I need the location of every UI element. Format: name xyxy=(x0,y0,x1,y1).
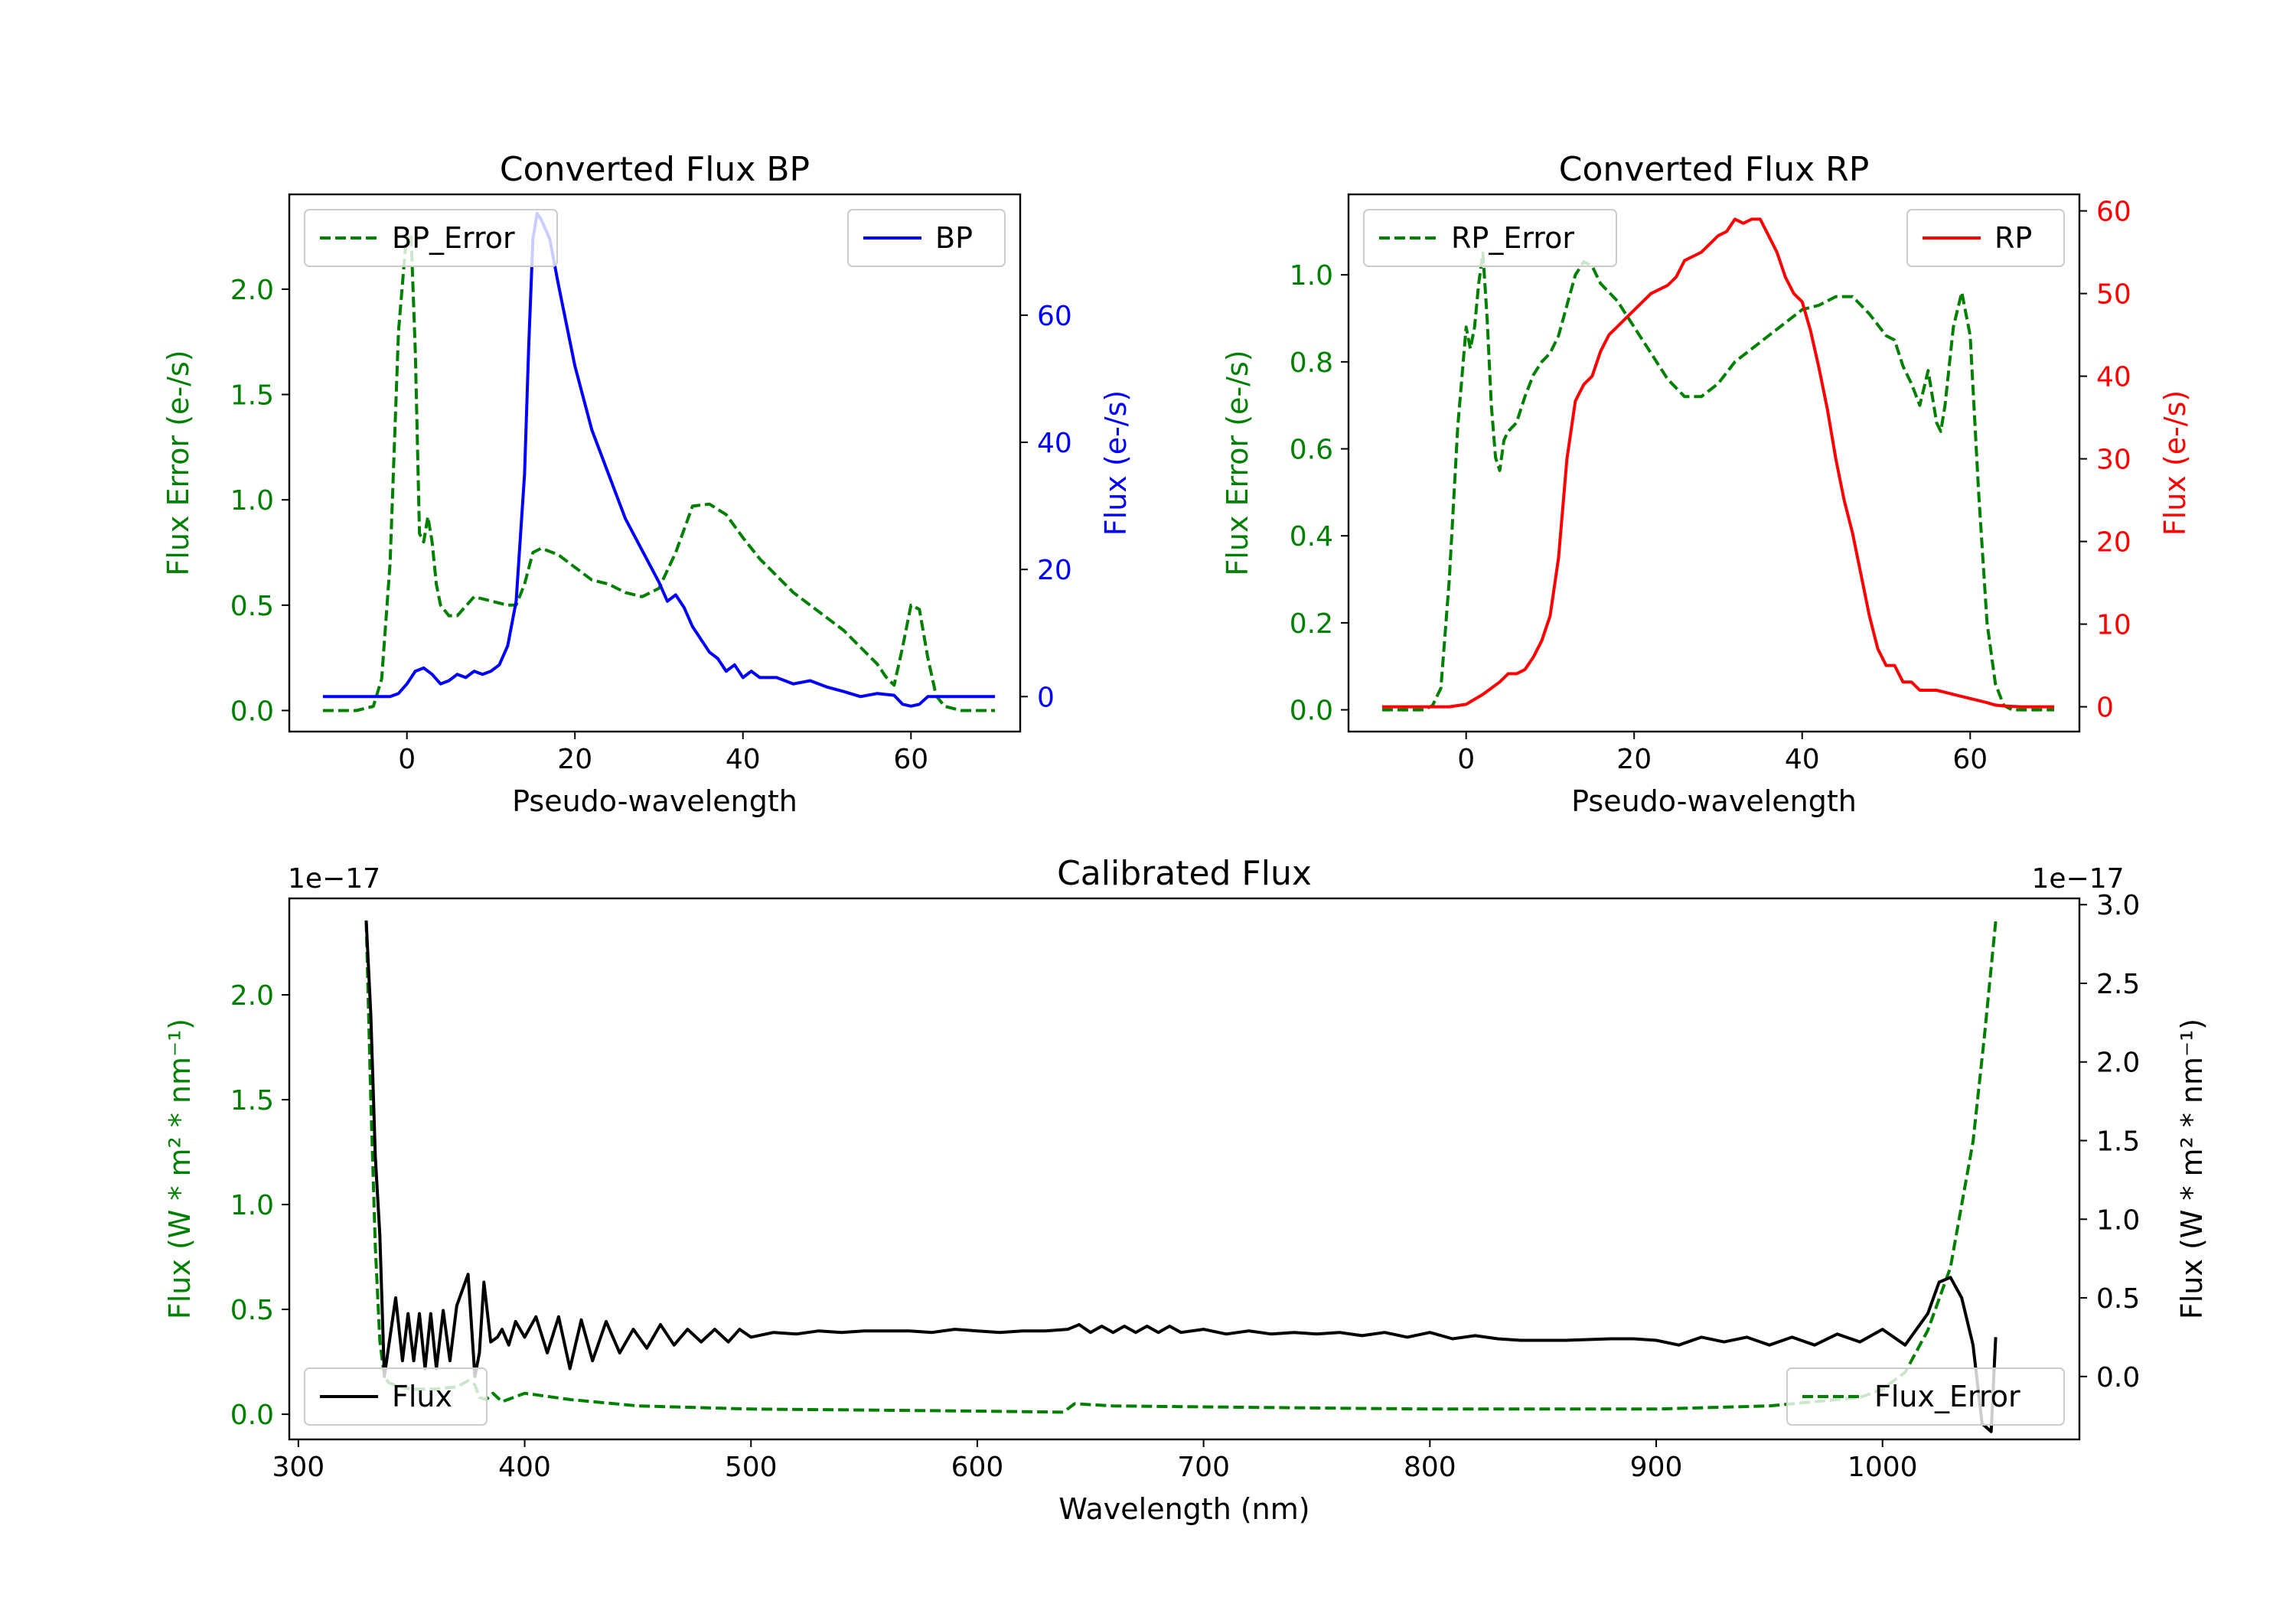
bp-chart: 0 20 40 60 0.0 0.5 1.0 1.5 2.0 0 20 40 60 Converted F… xyxy=(161,150,1133,818)
rp-legend-right: RP xyxy=(1906,209,2065,267)
rp-left-ytick-label: 0.2 xyxy=(1290,608,1333,640)
cal-xtick-label: 600 xyxy=(951,1452,1004,1483)
cal-right-ylabel: Flux (W * m² * nm⁻¹) xyxy=(2175,1019,2209,1319)
rp-xtick-label: 40 xyxy=(1785,744,1820,775)
rp-right-ytick-label: 10 xyxy=(2096,610,2131,641)
rp-title: Converted Flux RP xyxy=(1559,150,1870,189)
rp-right-ytick-label: 50 xyxy=(2096,279,2131,311)
rp-series-rp-error xyxy=(1381,251,2055,712)
cal-right-ytick-label: 0.5 xyxy=(2096,1283,2140,1315)
cal-axes-frame xyxy=(288,897,2081,1441)
bp-xtick-label: 40 xyxy=(726,744,761,775)
rp-left-ytick-label: 0.6 xyxy=(1290,435,1333,466)
cal-xlabel: Wavelength (nm) xyxy=(1058,1492,1309,1526)
rp-xtick-label: 0 xyxy=(1457,744,1475,775)
cal-left-ytick-label: 2.0 xyxy=(230,980,274,1012)
cal-left-ytick-label: 0.0 xyxy=(230,1400,274,1431)
cal-right-ytick-label: 2.0 xyxy=(2096,1048,2140,1079)
cal-xtick-label: 1000 xyxy=(1848,1452,1918,1483)
cal-xtick-label: 900 xyxy=(1630,1452,1683,1483)
bp-right-ytick-label: 40 xyxy=(1037,428,1072,459)
bp-title: Converted Flux BP xyxy=(500,150,810,189)
cal-legend-right-label: Flux_Error xyxy=(1874,1380,2020,1413)
bp-right-ytick-label: 0 xyxy=(1037,682,1055,713)
rp-right-ytick-label: 30 xyxy=(2096,445,2131,476)
cal-xtick-label: 400 xyxy=(498,1452,551,1483)
cal-xtick-label: 300 xyxy=(272,1452,325,1483)
bp-series-bp-error xyxy=(322,228,996,712)
rp-right-ytick-label: 20 xyxy=(2096,527,2131,559)
rp-left-ytick-label: 0.0 xyxy=(1290,696,1333,727)
bp-left-ylabel: Flux Error (e-/s) xyxy=(161,350,195,575)
bp-left-ytick-label: 2.0 xyxy=(230,275,274,306)
rp-legend-left-label: RP_Error xyxy=(1451,221,1574,255)
cal-right-ytick-label: 2.5 xyxy=(2096,969,2140,1000)
bp-legend-left: BP_Error xyxy=(304,209,558,267)
cal-left-ytick-label: 0.5 xyxy=(230,1295,274,1326)
bp-left-ytick-label: 1.5 xyxy=(230,380,274,412)
bp-left-ytick-label: 0.0 xyxy=(230,696,274,727)
bp-xtick-label: 60 xyxy=(893,744,928,775)
bp-axes-frame xyxy=(288,193,1022,733)
rp-left-ytick-label: 1.0 xyxy=(1290,260,1333,292)
bp-xtick-label: 0 xyxy=(398,744,416,775)
cal-right-ytick-label: 3.0 xyxy=(2096,890,2140,921)
bp-legend-right-label: BP xyxy=(935,221,973,255)
cal-right-ytick-label: 1.0 xyxy=(2096,1204,2140,1236)
bp-right-ylabel: Flux (e-/s) xyxy=(1099,390,1133,536)
rp-right-ytick-label: 40 xyxy=(2096,362,2131,393)
rp-right-ytick-label: 0 xyxy=(2096,693,2114,724)
rp-left-ytick-label: 0.4 xyxy=(1290,521,1333,553)
cal-title: Calibrated Flux xyxy=(1057,854,1312,893)
cal-legend-left-label: Flux xyxy=(392,1380,452,1413)
cal-xtick-label: 800 xyxy=(1404,1452,1456,1483)
bp-right-ytick-label: 60 xyxy=(1037,301,1072,332)
rp-xlabel: Pseudo-wavelength xyxy=(1571,784,1857,818)
rp-left-ytick-label: 0.8 xyxy=(1290,347,1333,379)
cal-xtick-label: 500 xyxy=(725,1452,778,1483)
bp-xlabel: Pseudo-wavelength xyxy=(512,784,797,818)
bp-series-bp xyxy=(322,211,996,708)
rp-left-ylabel: Flux Error (e-/s) xyxy=(1221,350,1254,575)
rp-chart: 0 20 40 60 0.0 0.2 0.4 0.6 0.8 1.0 0 10 20 30 40 50 60 Co… xyxy=(1221,150,2192,818)
cal-legend-right: Flux_Error xyxy=(1786,1367,2065,1426)
cal-xtick-label: 700 xyxy=(1177,1452,1230,1483)
bp-right-ytick-label: 20 xyxy=(1037,555,1072,586)
cal-left-ytick-label: 1.5 xyxy=(230,1085,274,1116)
bp-xtick-label: 20 xyxy=(557,744,592,775)
bp-left-ytick-label: 1.0 xyxy=(230,485,274,517)
bp-legend-left-label: BP_Error xyxy=(392,221,515,255)
rp-series-rp xyxy=(1381,217,2055,709)
rp-legend-left: RP_Error xyxy=(1363,209,1617,267)
cal-series-flux xyxy=(364,920,1998,1433)
rp-right-ylabel: Flux (e-/s) xyxy=(2158,390,2192,536)
cal-chart: 300 400 500 600 700 800 900 1000 0.0 0.5 1.0 1.5 2.0… xyxy=(163,854,2209,1526)
bp-left-ytick-label: 0.5 xyxy=(230,591,274,622)
cal-right-ytick-label: 1.5 xyxy=(2096,1126,2140,1158)
rp-right-ytick-label: 60 xyxy=(2096,197,2131,228)
cal-right-offset-text: 1e−17 xyxy=(2031,863,2124,895)
rp-axes-frame xyxy=(1347,193,2081,733)
rp-xtick-label: 20 xyxy=(1616,744,1652,775)
cal-left-ylabel: Flux (W * m² * nm⁻¹) xyxy=(163,1019,197,1319)
cal-left-ytick-label: 1.0 xyxy=(230,1190,274,1221)
rp-legend-right-label: RP xyxy=(1994,221,2032,255)
cal-right-ytick-label: 0.0 xyxy=(2096,1362,2140,1393)
cal-legend-left: Flux xyxy=(304,1367,488,1426)
cal-left-offset-text: 1e−17 xyxy=(288,863,380,895)
bp-legend-right: BP xyxy=(847,209,1006,267)
rp-xtick-label: 60 xyxy=(1952,744,1988,775)
